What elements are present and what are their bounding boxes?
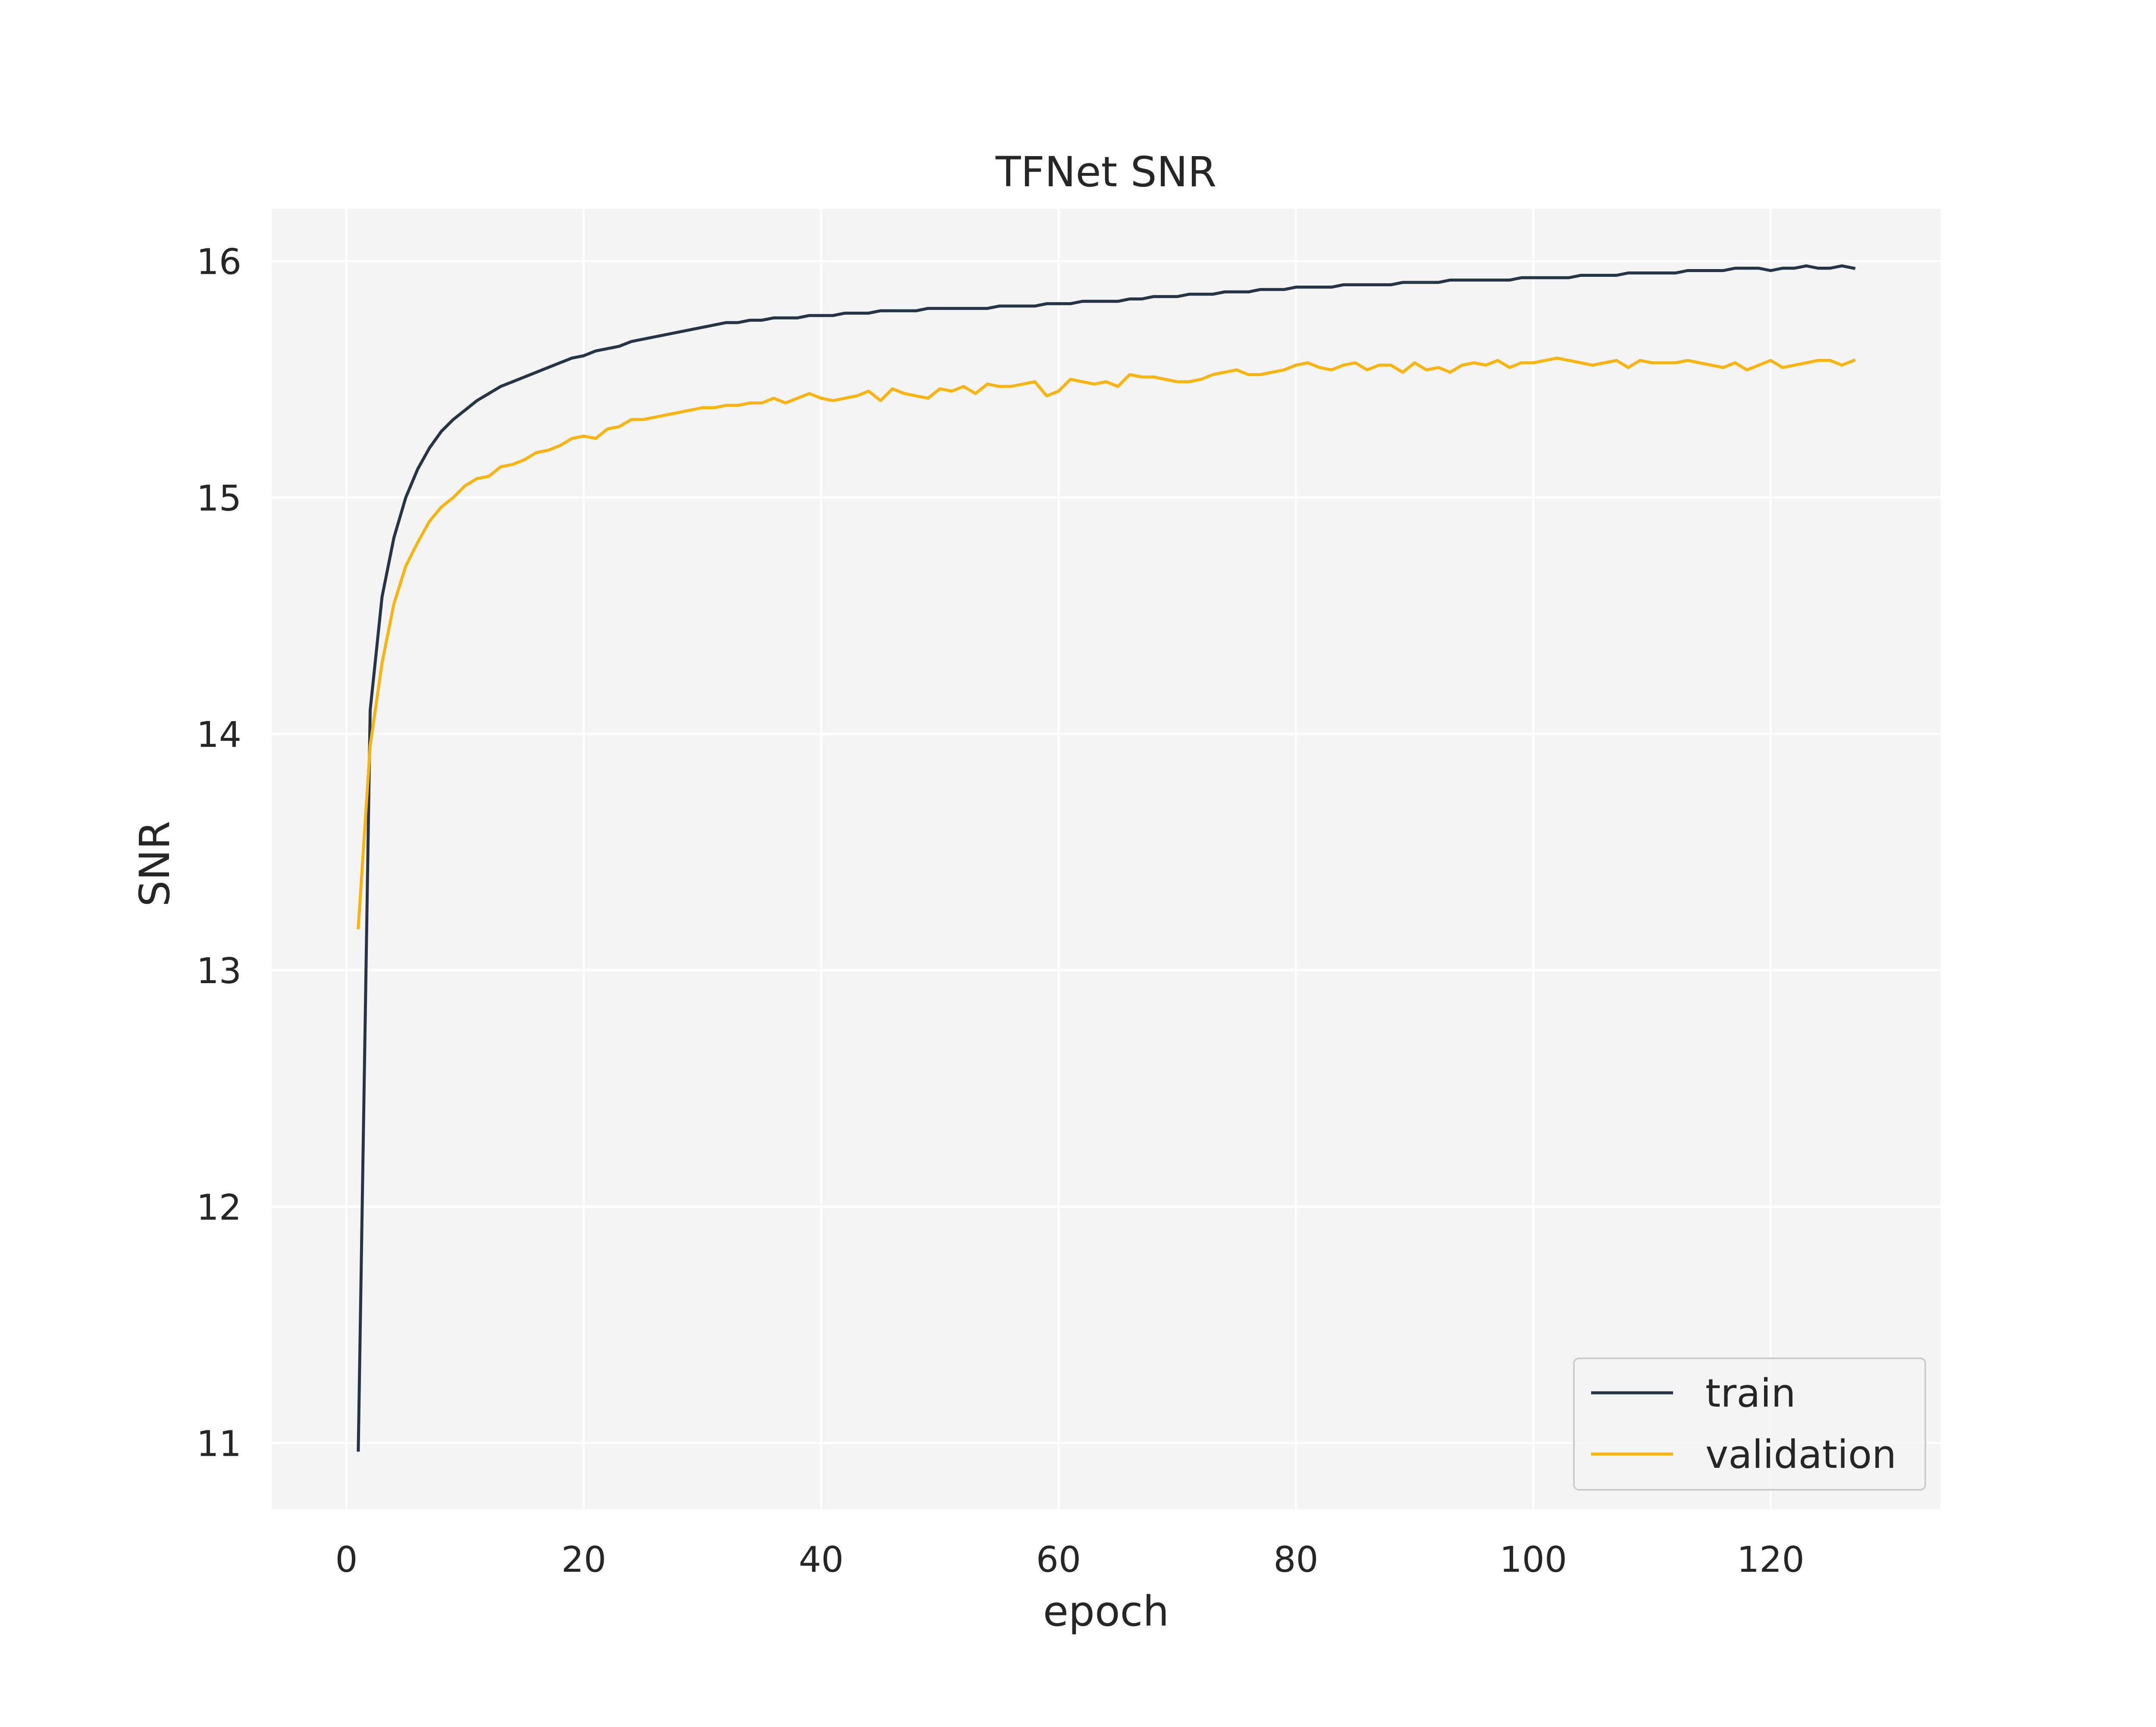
y-tick-label: 11 bbox=[197, 1424, 241, 1465]
y-tick-label: 12 bbox=[197, 1187, 241, 1228]
x-axis-label: epoch bbox=[1043, 1587, 1169, 1636]
series-layer bbox=[357, 264, 1856, 1452]
x-tick-label: 120 bbox=[1737, 1539, 1805, 1580]
x-tick-labels: 0 20 40 60 80 100 120 bbox=[335, 1539, 1804, 1580]
x-tick-label: 100 bbox=[1500, 1539, 1567, 1580]
y-tick-label: 15 bbox=[197, 478, 241, 519]
y-tick-label: 13 bbox=[197, 951, 241, 992]
x-tick-label: 20 bbox=[561, 1539, 606, 1580]
y-tick-labels: 11 12 13 14 15 16 bbox=[197, 242, 241, 1465]
series-line-validation bbox=[357, 356, 1856, 930]
y-grid bbox=[272, 260, 1940, 1445]
x-tick-label: 40 bbox=[799, 1539, 843, 1580]
legend-label-train: train bbox=[1705, 1371, 1796, 1416]
chart-title: TFNet SNR bbox=[995, 148, 1216, 196]
legend-box bbox=[1573, 1357, 1926, 1491]
x-grid bbox=[345, 209, 1772, 1509]
x-tick-label: 80 bbox=[1273, 1539, 1318, 1580]
legend: train validation bbox=[1573, 1357, 1926, 1491]
y-tick-label: 14 bbox=[197, 715, 241, 755]
series-line-train bbox=[357, 264, 1856, 1452]
y-tick-label: 16 bbox=[197, 242, 241, 283]
legend-label-validation: validation bbox=[1705, 1432, 1896, 1477]
plot-area bbox=[272, 209, 1940, 1509]
x-tick-label: 0 bbox=[335, 1539, 357, 1580]
x-tick-label: 60 bbox=[1036, 1539, 1081, 1580]
y-axis-label: SNR bbox=[131, 821, 179, 906]
